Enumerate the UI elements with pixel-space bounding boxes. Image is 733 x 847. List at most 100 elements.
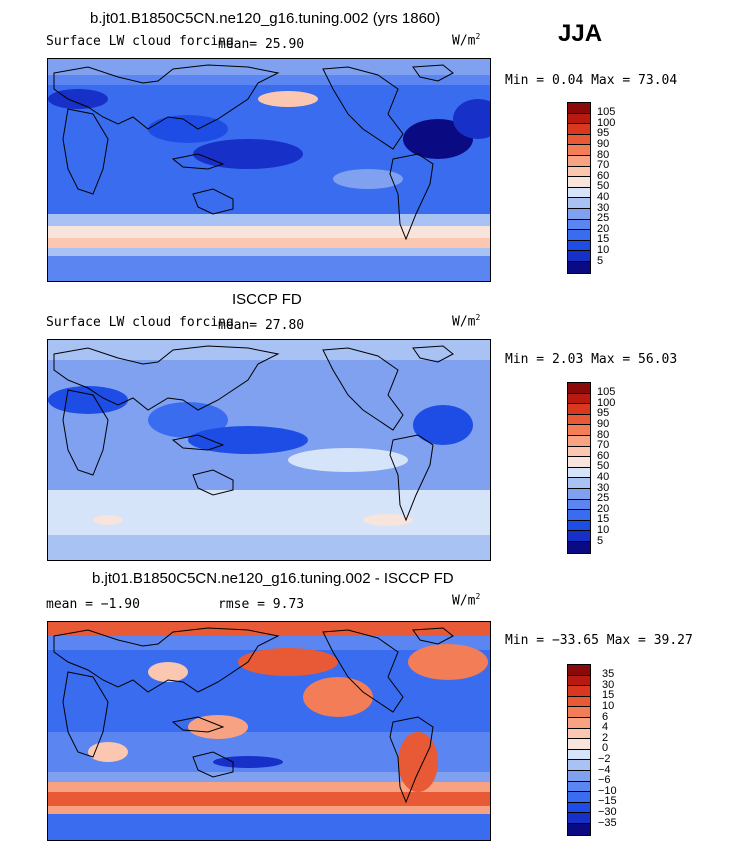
colorbar-tick-label: 90 (597, 418, 610, 430)
colorbar-swatch (568, 749, 590, 761)
colorbar-swatch (568, 414, 590, 426)
panel-3-title: b.jt01.B1850C5CN.ne120_g16.tuning.002 - … (92, 570, 454, 587)
colorbar-tick-label: 25 (597, 212, 610, 224)
colorbar-swatch (568, 739, 590, 750)
colorbar-swatch (568, 404, 590, 415)
panel-3-map-svg (48, 622, 490, 840)
colorbar-swatch (568, 251, 590, 262)
colorbar-tick-label: −2 (598, 753, 611, 765)
colorbar-tick-label: 4 (602, 721, 609, 733)
colorbar-tick-label: 100 (597, 397, 616, 409)
colorbar-swatch (568, 230, 590, 241)
colorbar-swatch (568, 198, 590, 209)
colorbar-swatch (568, 541, 590, 553)
colorbar-swatch (568, 781, 590, 793)
colorbar-tick-label: 70 (597, 159, 610, 171)
colorbar-swatch (568, 134, 590, 146)
colorbar-tick-label: 15 (602, 689, 615, 701)
colorbar-swatch (568, 802, 590, 814)
panel-1-field-label: Surface LW cloud forcing (46, 34, 234, 49)
colorbar-tick-label: 70 (597, 439, 610, 451)
colorbar-tick-label: 95 (597, 407, 610, 419)
colorbar-swatch (568, 707, 590, 718)
colorbar-tick-label: 100 (597, 117, 616, 129)
colorbar-tick-label: −10 (598, 785, 617, 797)
colorbar-swatch (568, 457, 590, 468)
panel-1-units: W/m2 (452, 32, 481, 49)
panel-3-rmse: rmse = 9.73 (218, 597, 305, 612)
panel-1-title: b.jt01.B1850C5CN.ne120_g16.tuning.002 (y… (90, 10, 441, 27)
colorbar-tick-label: 25 (597, 492, 610, 504)
colorbar-tick-label: 10 (597, 244, 610, 256)
colorbar-tick-label: 80 (597, 429, 610, 441)
panel-2-colorbar (567, 382, 599, 554)
colorbar-swatch (568, 488, 590, 500)
colorbar-tick-label: 30 (597, 482, 610, 494)
colorbar-swatch (568, 208, 590, 220)
colorbar-swatch (568, 696, 590, 708)
colorbar-tick-label: 6 (602, 711, 609, 723)
colorbar-tick-label: 50 (597, 180, 610, 192)
colorbar-tick-label: −4 (598, 764, 611, 776)
colorbar-swatch (568, 240, 590, 252)
colorbar-tick-label: 35 (602, 668, 615, 680)
colorbar-swatch (568, 446, 590, 458)
colorbar-tick-label: 95 (597, 127, 610, 139)
colorbar-swatch (568, 510, 590, 521)
colorbar-swatch (568, 166, 590, 178)
colorbar-swatch (568, 425, 590, 436)
panel-1-map-svg (48, 59, 490, 281)
colorbar-tick-label: 20 (597, 223, 610, 235)
panel-3-map (47, 621, 491, 841)
colorbar-swatch (568, 113, 590, 125)
panel-1-map (47, 58, 491, 282)
colorbar-swatch (568, 760, 590, 771)
colorbar-tick-label: 80 (597, 149, 610, 161)
colorbar-swatch (568, 531, 590, 542)
colorbar-swatch (568, 717, 590, 729)
colorbar-tick-label: 60 (597, 170, 610, 182)
panel-2-mean: mean= 27.80 (218, 318, 305, 333)
colorbar-tick-label: 60 (597, 450, 610, 462)
colorbar-tick-label: 40 (597, 191, 610, 203)
colorbar-swatch (568, 435, 590, 447)
colorbar-swatch (568, 686, 590, 697)
colorbar-tick-label: 105 (597, 106, 616, 118)
colorbar-swatch (568, 478, 590, 489)
colorbar-swatch (568, 155, 590, 167)
colorbar-tick-label: 15 (597, 233, 610, 245)
panel-3-mean: mean = −1.90 (46, 597, 140, 612)
colorbar-tick-label: 2 (602, 732, 609, 744)
colorbar-swatch (568, 467, 590, 479)
colorbar-swatch (568, 145, 590, 156)
colorbar-swatch (568, 393, 590, 405)
panel-2-colorbar-swatches (567, 382, 591, 554)
colorbar-swatch (568, 383, 590, 394)
colorbar-tick-label: 90 (597, 138, 610, 150)
colorbar-tick-label: 50 (597, 460, 610, 472)
colorbar-tick-label: 20 (597, 503, 610, 515)
colorbar-swatch (568, 520, 590, 532)
panel-3-colorbar-swatches (567, 664, 591, 836)
colorbar-tick-label: 10 (597, 524, 610, 536)
panel-3-minmax: Min = −33.65 Max = 39.27 (505, 633, 693, 648)
colorbar-tick-label: 30 (597, 202, 610, 214)
panel-2-map (47, 339, 491, 561)
panel-1-mean: mean= 25.90 (218, 37, 305, 52)
panel-1-minmax: Min = 0.04 Max = 73.04 (505, 73, 678, 88)
colorbar-swatch (568, 823, 590, 835)
colorbar-swatch (568, 665, 590, 676)
colorbar-tick-label: 10 (602, 700, 615, 712)
colorbar-swatch (568, 103, 590, 114)
colorbar-swatch (568, 261, 590, 273)
colorbar-tick-label: 30 (602, 679, 615, 691)
panel-3-units: W/m2 (452, 592, 481, 609)
colorbar-tick-label: 0 (602, 742, 609, 754)
colorbar-swatch (568, 124, 590, 135)
panel-2-minmax: Min = 2.03 Max = 56.03 (505, 352, 678, 367)
colorbar-swatch (568, 219, 590, 231)
colorbar-tick-label: 5 (597, 535, 604, 547)
colorbar-swatch (568, 675, 590, 687)
panel-1-colorbar-swatches (567, 102, 591, 274)
colorbar-tick-label: −35 (598, 817, 617, 829)
